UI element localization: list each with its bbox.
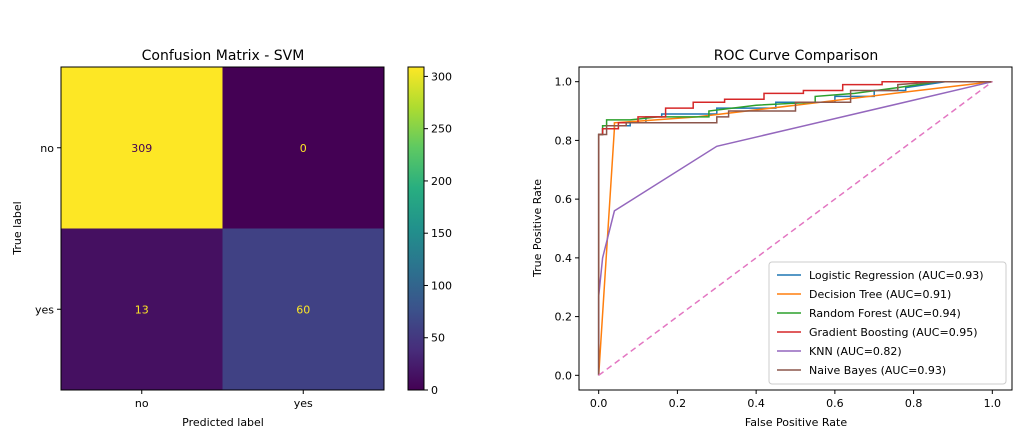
roc-y-tick-label: 0.4 [555, 252, 573, 265]
cm-cell-value: 0 [300, 142, 307, 155]
roc-y-tick-label: 0.6 [555, 193, 573, 206]
roc-title: ROC Curve Comparison [714, 48, 879, 64]
roc-x-tick-label: 0.0 [590, 397, 608, 410]
cm-cell-value: 60 [296, 303, 310, 316]
cm-cell [222, 228, 384, 390]
cm-x-tick-label: no [135, 397, 149, 410]
cm-y-tick-label: no [40, 142, 54, 155]
roc-xlabel: False Positive Rate [745, 416, 847, 429]
roc-y-tick-label: 1.0 [555, 76, 573, 89]
cbar-tick-label: 200 [431, 175, 452, 188]
cbar-tick-label: 0 [431, 384, 438, 397]
cm-cell-value: 13 [135, 303, 149, 316]
roc-ylabel: True Positive Rate [531, 179, 544, 278]
roc-y-tick-label: 0.2 [555, 311, 573, 324]
cm-y-ticks: no yes [35, 142, 61, 316]
roc-y-tick-label: 0.8 [555, 134, 573, 147]
roc-x-tick-label: 0.8 [905, 397, 923, 410]
cm-x-ticks: no yes [135, 390, 313, 410]
cm-title: Confusion Matrix - SVM [142, 48, 305, 64]
cm-y-tick-label: yes [35, 303, 54, 316]
cm-x-tick-label: yes [294, 397, 313, 410]
roc-series-line [597, 80, 993, 376]
cm-cell [61, 228, 223, 390]
cm-cell [222, 67, 384, 229]
roc-reference-line [598, 81, 993, 376]
roc-legend-label: Decision Tree (AUC=0.91) [809, 288, 951, 301]
roc-legend-label: Random Forest (AUC=0.94) [809, 307, 961, 320]
cm-frame [60, 66, 385, 391]
roc-legend: Logistic Regression (AUC=0.93) Decision T… [768, 261, 1007, 385]
roc-legend-box [768, 261, 1007, 385]
roc-chart: ROC Curve Comparison 0.0 0.2 0.4 0.6 0.8 1.0 … [531, 48, 1013, 429]
roc-x-tick-label: 0.2 [669, 397, 687, 410]
cm-ylabel: True label [11, 201, 24, 255]
cbar-tick-label: 150 [431, 227, 452, 240]
cm-xlabel: Predicted label [182, 416, 264, 429]
cm-colorbar-ticks: 0 50 100 150 200 250 300 [424, 70, 452, 397]
cbar-tick-label: 100 [431, 279, 452, 292]
roc-x-ticks: 0.0 0.2 0.4 0.6 0.8 1.0 [590, 390, 1001, 410]
cm-colorbar [407, 66, 425, 391]
roc-x-tick-label: 0.4 [747, 397, 765, 410]
cbar-tick-label: 50 [431, 332, 445, 345]
cm-cell [61, 67, 223, 229]
roc-legend-label: Gradient Boosting (AUC=0.95) [809, 326, 977, 339]
cm-cells: 309 0 13 60 [61, 67, 384, 390]
roc-x-tick-label: 0.6 [826, 397, 844, 410]
roc-legend-label: KNN (AUC=0.82) [809, 345, 902, 358]
roc-y-tick-label: 0.0 [555, 369, 573, 382]
roc-lines [597, 80, 993, 376]
cm-cell-value: 309 [131, 142, 152, 155]
cbar-tick-label: 300 [431, 70, 452, 83]
roc-series-line [597, 80, 993, 376]
roc-y-ticks: 0.0 0.2 0.4 0.6 0.8 1.0 [555, 76, 579, 382]
roc-x-tick-label: 1.0 [984, 397, 1002, 410]
roc-frame [578, 66, 1013, 391]
confusion-matrix-chart: Confusion Matrix - SVM 309 0 13 60 no yes no… [11, 48, 452, 429]
roc-legend-label: Naive Bayes (AUC=0.93) [809, 364, 946, 377]
cbar-tick-label: 250 [431, 123, 452, 136]
roc-legend-label: Logistic Regression (AUC=0.93) [809, 269, 984, 282]
